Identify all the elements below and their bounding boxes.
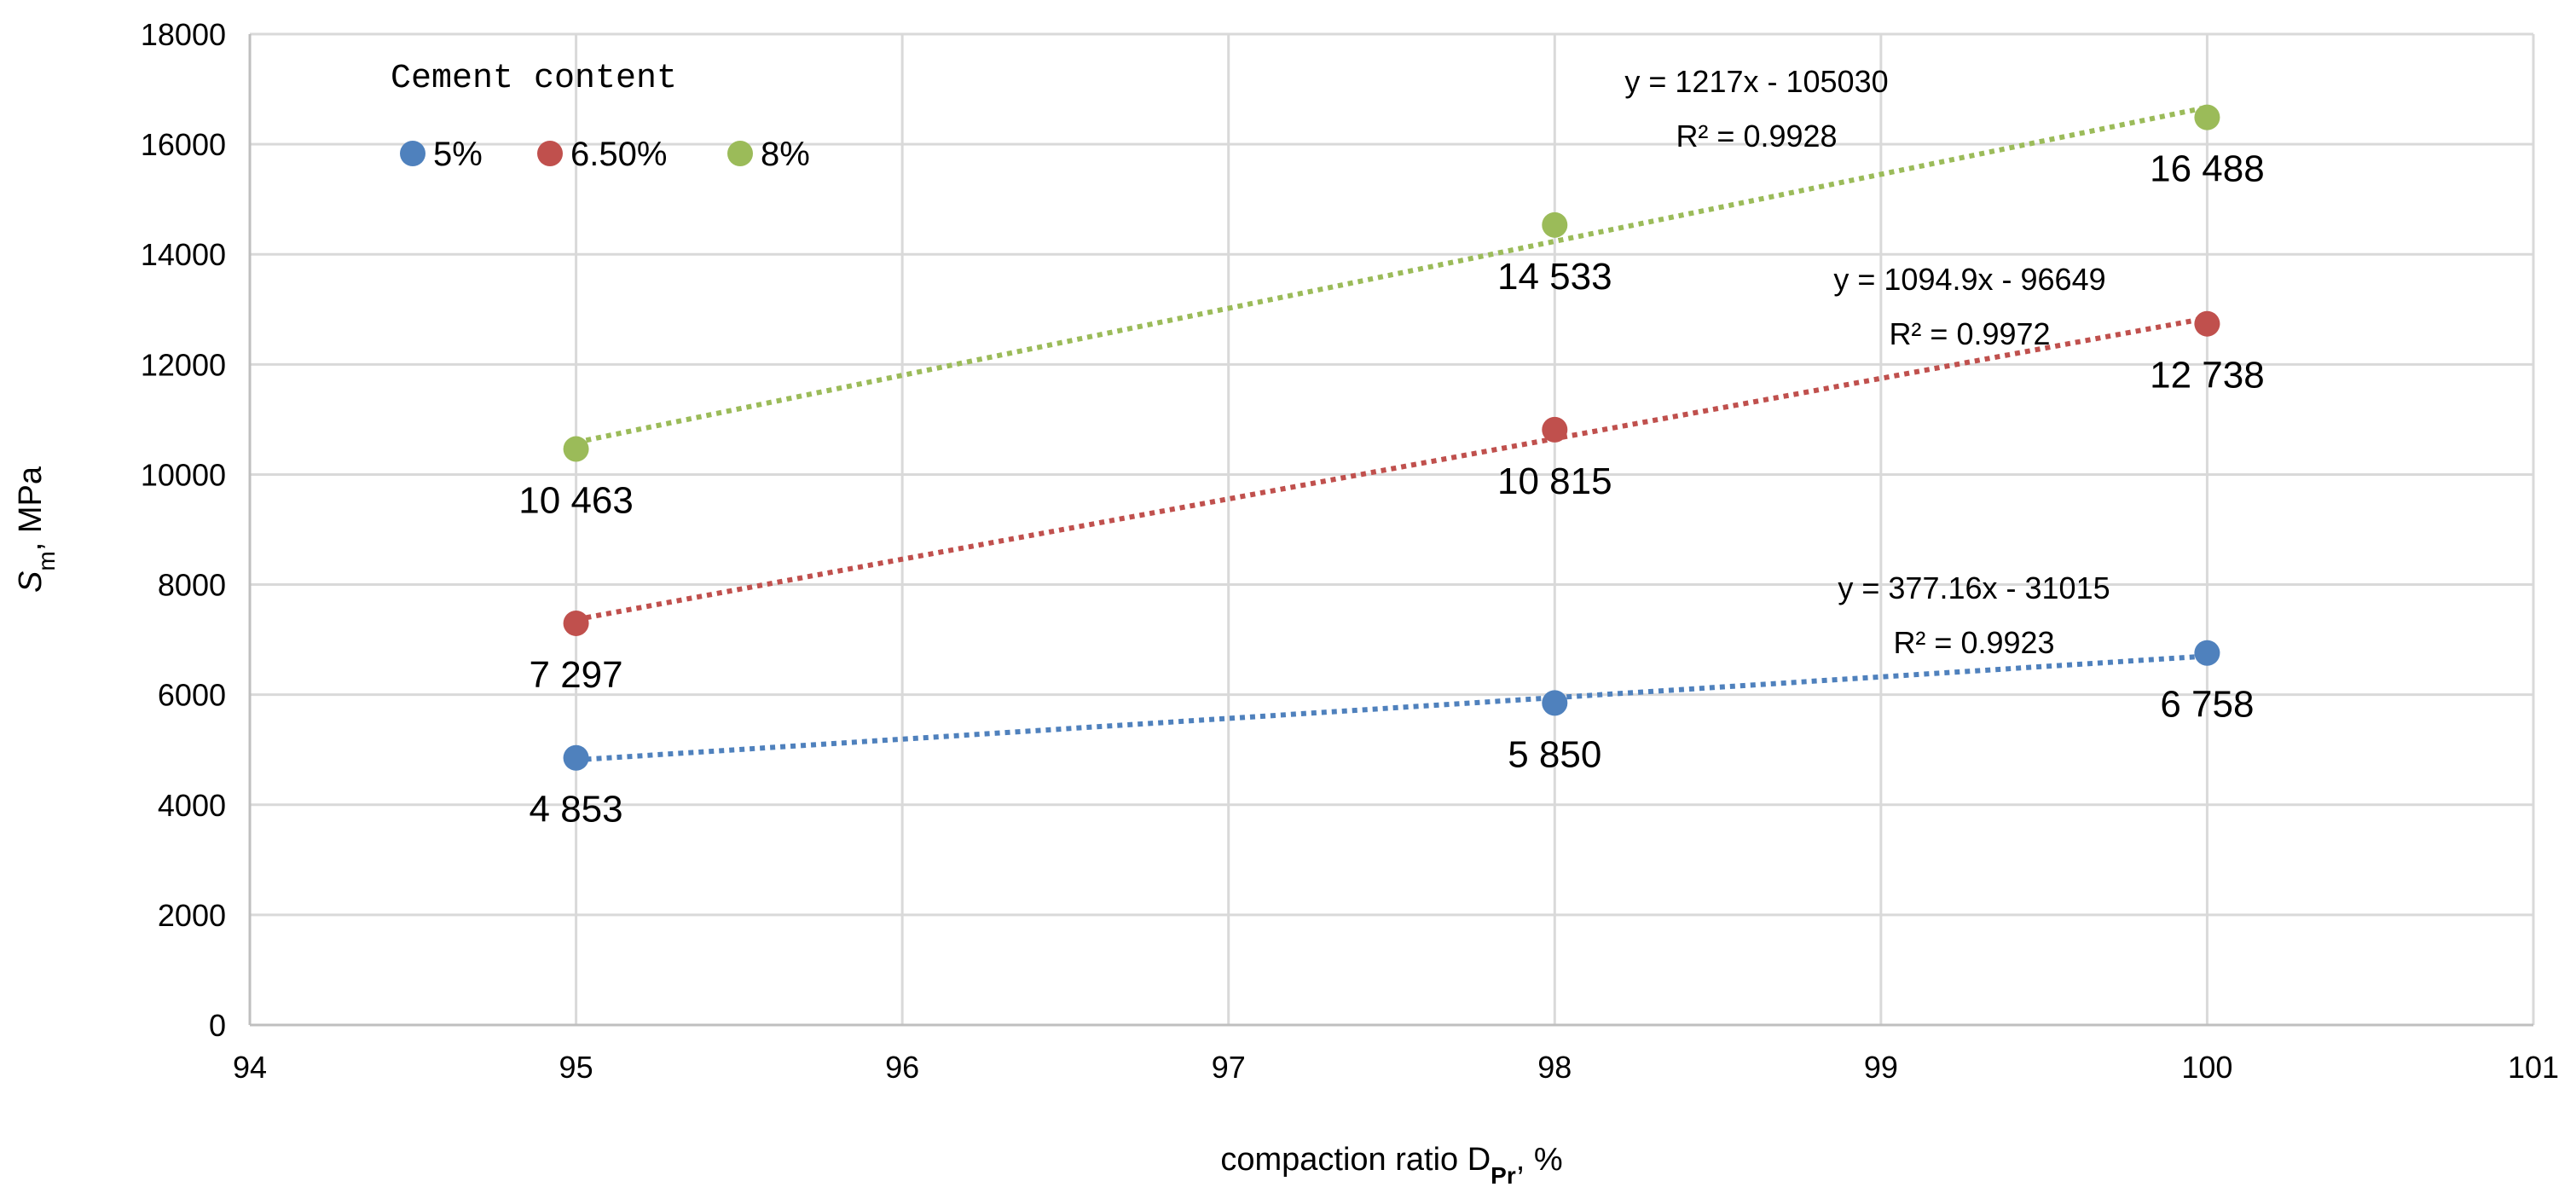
x-tick-label: 99 (1864, 1050, 1898, 1085)
data-label: 16 488 (2150, 148, 2265, 190)
data-point (2194, 640, 2220, 666)
x-tick-label: 101 (2508, 1050, 2559, 1085)
data-label: 7 297 (530, 654, 623, 696)
legend-entry: 6.50% (570, 136, 667, 173)
data-label: 10 815 (1497, 460, 1612, 502)
y-tick-label: 0 (209, 1008, 226, 1043)
axes: 0 2000 4000 6000 8000 10000 12000 14000 16000 180… (13, 17, 2559, 1187)
y-tick-label: 8000 (158, 568, 226, 603)
y-axis-title-main: S (13, 571, 49, 593)
x-axis-title-suffix: , % (1516, 1142, 1563, 1178)
trendline-equation: y = 1094.9x - 96649 (1833, 262, 2105, 297)
x-tick-label: 97 (1212, 1050, 1246, 1085)
data-label: 4 853 (530, 789, 623, 831)
trendlines (575, 104, 2208, 763)
grid (250, 32, 2535, 1025)
data-points (563, 104, 2220, 771)
trendline-r2: R² = 0.9923 (1893, 625, 2054, 660)
trendline-3 (575, 104, 2208, 445)
y-tick-label: 6000 (158, 678, 226, 713)
y-axis-title: Sm, MPa (13, 466, 60, 593)
trendline-r2: R² = 0.9972 (1889, 316, 2050, 351)
x-tick-label: 96 (885, 1050, 919, 1085)
y-tick-label: 2000 (158, 898, 226, 933)
y-tick-label: 12000 (141, 347, 226, 382)
y-tick-label: 4000 (158, 788, 226, 823)
y-axis-title-suffix: , MPa (13, 466, 49, 551)
legend-marker (727, 141, 753, 166)
data-label: 14 533 (1497, 256, 1612, 298)
data-point (2194, 104, 2220, 130)
legend: Cement content 5% 6.50% 8% (391, 60, 810, 173)
legend-entry: 8% (761, 136, 810, 173)
y-axis-title-sub: m (33, 551, 60, 570)
data-label: 10 463 (518, 480, 634, 522)
trendline-r2: R² = 0.9928 (1676, 119, 1837, 153)
data-point (1542, 690, 1568, 716)
data-point (563, 436, 589, 462)
x-axis-title-sub: Pr (1491, 1162, 1516, 1187)
x-axis-title-main: compaction ratio D (1220, 1142, 1491, 1178)
trendline-2 (576, 316, 2208, 622)
trendline-equations: y = 377.16x - 31015 R² = 0.9923 y = 1094.9… (1624, 64, 2110, 660)
trendline-equation: y = 377.16x - 31015 (1838, 570, 2110, 605)
legend-entry: 5% (433, 136, 483, 173)
x-tick-label: 94 (233, 1050, 267, 1085)
data-point (563, 610, 589, 636)
y-tick-label: 16000 (141, 127, 226, 162)
legend-marker (537, 141, 563, 166)
data-point (1542, 416, 1568, 443)
data-point (563, 744, 589, 771)
data-label: 6 758 (2160, 684, 2254, 726)
legend-title: Cement content (391, 60, 677, 98)
legend-marker (400, 141, 425, 166)
x-tick-label: 98 (1537, 1050, 1572, 1085)
data-point (2194, 310, 2220, 337)
data-labels: 4 853 5 850 6 758 7 297 10 815 12 738 10 463 14… (518, 148, 2264, 831)
trendline-equation: y = 1217x - 105030 (1624, 64, 1888, 99)
y-tick-label: 14000 (141, 237, 226, 272)
data-label: 12 738 (2150, 355, 2265, 397)
y-tick-label: 18000 (141, 17, 226, 52)
trendline-1 (576, 653, 2208, 763)
data-label: 5 850 (1508, 733, 1601, 775)
x-axis-title: compaction ratio DPr, % (1220, 1142, 1562, 1187)
x-tick-label: 95 (559, 1050, 593, 1085)
y-tick-label: 10000 (141, 457, 226, 492)
data-point (1542, 211, 1568, 238)
x-tick-label: 100 (2181, 1050, 2232, 1085)
